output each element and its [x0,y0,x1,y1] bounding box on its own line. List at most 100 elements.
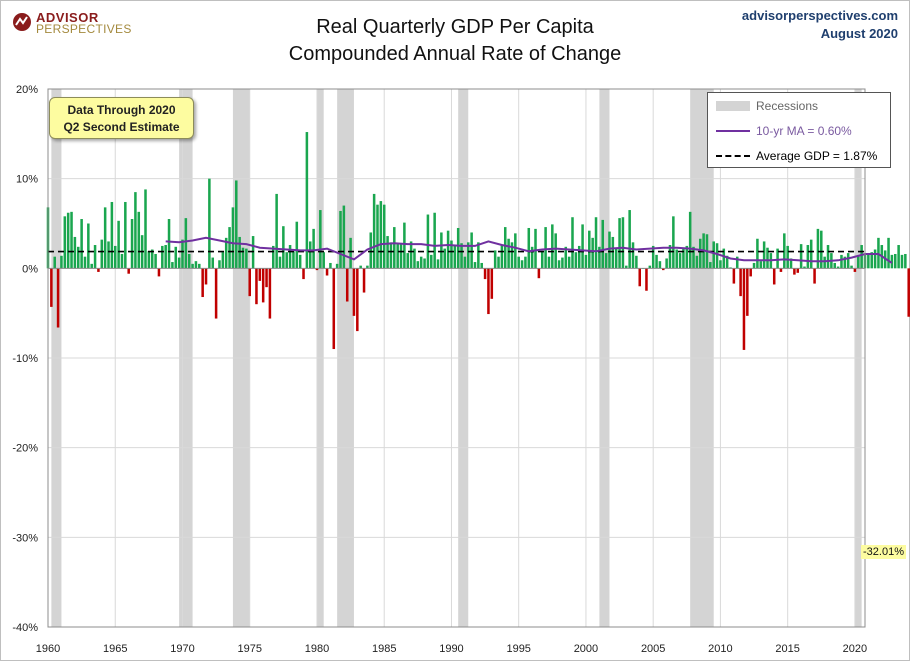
gdp-bar [107,241,110,269]
gdp-bar [749,268,752,277]
y-tick-label: -10% [12,353,38,365]
gdp-bar [665,258,668,269]
gdp-bar [574,252,578,269]
gdp-bar [187,253,191,269]
gdp-bar [893,253,897,269]
gdp-bar [282,226,285,269]
x-tick-label: 2005 [641,643,665,655]
gdp-bar [312,228,315,269]
gdp-bar [366,265,369,269]
gdp-bars [46,132,910,350]
gdp-bar [335,263,339,269]
gdp-bar [631,242,635,269]
gdp-bar [779,268,783,272]
gdp-bar [181,239,184,269]
gdp-bar [194,261,198,269]
gdp-bar [191,263,194,269]
gdp-bar [315,268,319,271]
gdp-bar [369,232,373,269]
gdp-bar [292,251,295,269]
gdp-bar [820,230,823,269]
gdp-bar [527,227,531,269]
gdp-bar [413,248,416,269]
gdp-bar [547,256,551,269]
gdp-bar [786,245,789,269]
gdp-bar [900,254,904,269]
gdp-bar [167,219,171,269]
gdp-bar [625,265,628,269]
legend-label-recessions: Recessions [756,99,819,113]
gdp-bar [651,245,655,269]
x-tick-label: 1995 [506,643,530,655]
gdp-bar [80,219,83,269]
ma-swatch [716,130,750,132]
gdp-bar [692,246,695,269]
x-tick-label: 1980 [305,643,329,655]
gdp-bar [698,238,702,269]
gdp-bar [611,236,615,269]
gdp-bar [648,265,652,269]
gdp-bar [161,245,164,269]
gdp-bar [742,268,746,350]
y-tick-label: 10% [16,174,38,186]
gdp-bar [873,249,877,269]
gdp-bar [144,189,147,269]
gdp-bar [63,216,67,269]
gdp-bar [403,222,406,269]
gdp-bar [739,268,742,297]
gdp-bar [608,231,611,269]
gdp-bar [117,220,120,269]
gdp-bar [507,238,510,269]
x-tick-label: 1965 [103,643,127,655]
gdp-bar [134,192,137,269]
gdp-bar [850,265,853,269]
x-tick-label: 2020 [843,643,867,655]
gdp-bar [285,252,288,269]
gdp-bar [662,268,665,271]
legend: Recessions 10-yr MA = 0.60% Average GDP … [707,92,891,168]
legend-label-ma: 10-yr MA = 0.60% [756,124,852,138]
gdp-bar [288,245,292,269]
gdp-bar [120,253,124,269]
gdp-bar [345,268,349,302]
gdp-bar [137,211,141,269]
gdp-bar [584,254,588,269]
gdp-bar [668,245,672,269]
gdp-bar [376,204,379,269]
gdp-bar [97,268,100,272]
gdp-bar [248,268,251,297]
gdp-bar [772,268,776,285]
gdp-bar [735,256,739,269]
last-value-callout: -32.01% [861,545,906,559]
gdp-bar [752,262,756,269]
x-tick-label: 1990 [439,643,463,655]
x-tick-label: 1970 [170,643,194,655]
gdp-bar [588,230,591,269]
overlay-lines [48,236,893,269]
gdp-bar [766,247,769,269]
gdp-bar [171,262,174,269]
gdp-bar [843,256,847,269]
gdp-bar [268,268,272,319]
gdp-bar [746,268,749,316]
gdp-bar [557,260,561,269]
gdp-bar [272,245,275,269]
gdp-bar [853,268,857,272]
gdp-bar [628,210,631,269]
gdp-bar [66,212,70,269]
gdp-bar [645,268,648,291]
gdp-bar [836,266,840,269]
gdp-bar [816,228,820,269]
average-swatch [716,155,750,157]
gdp-bar [806,245,810,269]
gdp-bar [349,237,352,269]
gdp-bar [76,246,80,269]
source-site: advisorperspectives.com [741,8,898,23]
gdp-bar [813,268,816,284]
gdp-bar [534,228,537,269]
gdp-bar [614,247,618,269]
gdp-bar [372,193,376,269]
gdp-bar [497,256,500,269]
gdp-bar [103,207,107,269]
